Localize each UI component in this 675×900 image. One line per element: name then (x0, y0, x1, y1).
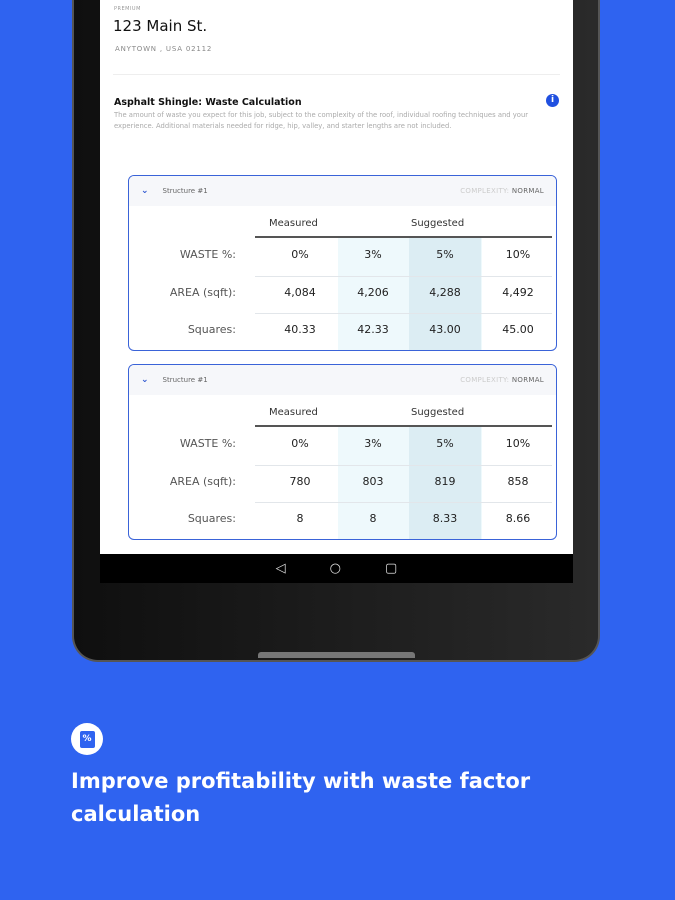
android-nav-bar: ◁ ○ ▢ (100, 554, 573, 583)
table-cell: 45.00 (502, 323, 534, 336)
table-cell: 4,492 (502, 286, 534, 299)
complexity: COMPLEXITY: NORMAL (460, 376, 544, 384)
chevron-down-icon[interactable]: ⌄ (141, 375, 149, 385)
tier-label: PREMIUM (114, 6, 141, 12)
row-divider (255, 313, 552, 314)
waste-table: Measured Suggested WASTE %: 0% 3% 5% 10% AREA… (129, 206, 556, 350)
table-cell: 8.33 (432, 512, 458, 525)
waste-percent-icon: % (71, 723, 103, 755)
measured-header: Measured (269, 407, 318, 418)
divider (113, 74, 560, 75)
table-cell: 5% (436, 437, 454, 450)
back-icon[interactable]: ◁ (275, 561, 286, 576)
table-cell: 780 (289, 475, 311, 488)
row-divider (255, 465, 552, 466)
table-cell: 0% (291, 437, 309, 450)
app-screen: PREMIUM 123 Main St. ANYTOWN , USA 02112… (100, 0, 573, 554)
table-cell: 8 (296, 512, 304, 525)
table-cell: 4,288 (429, 286, 461, 299)
row-label: Squares: (187, 512, 236, 525)
table-cell: 8.66 (505, 512, 531, 525)
table-cell: 8 (369, 512, 377, 525)
waste-table: Measured Suggested WASTE %: 0% 3% 5% 10% AREA… (129, 395, 556, 539)
structure-card: ⌄ Structure #1 COMPLEXITY: NORMAL Measur… (128, 175, 557, 351)
feature-headline: Improve profitability with waste factor … (71, 769, 531, 826)
table-cell: 803 (362, 475, 384, 488)
address-title: 123 Main St. (113, 17, 208, 35)
structure-header[interactable]: ⌄ Structure #1 COMPLEXITY: NORMAL (129, 365, 556, 395)
complexity: COMPLEXITY: NORMAL (460, 187, 544, 195)
structure-name: Structure #1 (162, 187, 208, 195)
table-cell: 42.33 (357, 323, 389, 336)
table-cell: 10% (505, 248, 531, 261)
table-cell: 3% (364, 437, 382, 450)
table-cell: 5% (436, 248, 454, 261)
row-divider (255, 276, 552, 277)
table-cell: 10% (505, 437, 531, 450)
table-cell: 4,206 (357, 286, 389, 299)
suggested-header: Suggested (411, 407, 465, 418)
recents-icon[interactable]: ▢ (385, 561, 398, 576)
suggested-header: Suggested (411, 218, 465, 229)
table-cell: 3% (364, 248, 382, 261)
row-divider (255, 502, 552, 503)
measured-header: Measured (269, 218, 318, 229)
row-label: Squares: (187, 323, 236, 336)
table-cell: 858 (507, 475, 529, 488)
address-city: ANYTOWN , USA 02112 (115, 45, 213, 53)
structure-card: ⌄ Structure #1 COMPLEXITY: NORMAL Measur… (128, 364, 557, 540)
info-icon[interactable]: i (546, 94, 559, 107)
row-label: WASTE %: (179, 248, 236, 261)
tablet-home-bar (258, 652, 415, 658)
table-cell: 43.00 (429, 323, 461, 336)
table-cell: 0% (291, 248, 309, 261)
row-label: WASTE %: (179, 437, 236, 450)
table-cell: 819 (434, 475, 456, 488)
row-label: AREA (sqft): (169, 475, 236, 488)
table-cell: 4,084 (284, 286, 316, 299)
header-underline (255, 425, 552, 427)
structure-header[interactable]: ⌄ Structure #1 COMPLEXITY: NORMAL (129, 176, 556, 206)
home-icon[interactable]: ○ (329, 561, 342, 576)
structure-name: Structure #1 (162, 376, 208, 384)
section-title: Asphalt Shingle: Waste Calculation (114, 97, 302, 108)
header-underline (255, 236, 552, 238)
table-cell: 40.33 (284, 323, 316, 336)
row-label: AREA (sqft): (169, 286, 236, 299)
section-description: The amount of waste you expect for this … (114, 111, 529, 130)
chevron-down-icon[interactable]: ⌄ (141, 186, 149, 196)
